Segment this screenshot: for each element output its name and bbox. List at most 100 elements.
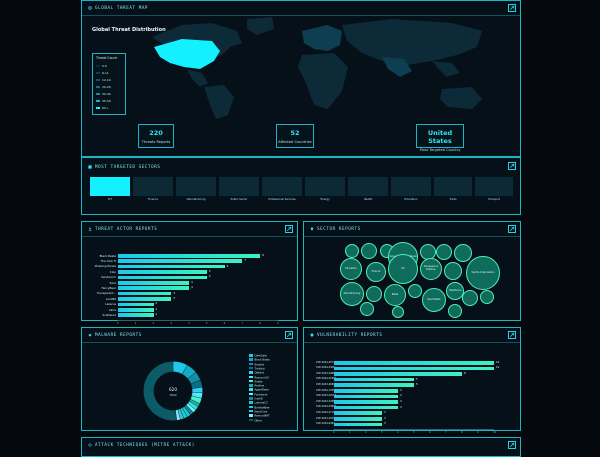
sector-bubble[interactable] bbox=[444, 262, 462, 280]
sector-bubble[interactable] bbox=[480, 290, 494, 304]
expand-malware-button[interactable] bbox=[285, 331, 293, 339]
sector-bubble[interactable] bbox=[448, 304, 462, 318]
sector-label: Professional Services bbox=[268, 198, 296, 201]
legend-item[interactable]: Emotet bbox=[249, 362, 264, 366]
x-tick-label: 7 bbox=[241, 321, 244, 325]
bar[interactable] bbox=[334, 405, 398, 410]
sector-tab-trade[interactable] bbox=[434, 177, 472, 196]
threat-actor-title: THREAT ACTOR REPORTS bbox=[88, 226, 157, 231]
bar-label: CVE-2024-4577 bbox=[316, 360, 335, 364]
bar[interactable] bbox=[334, 383, 414, 387]
bar[interactable] bbox=[334, 366, 494, 371]
legend-item[interactable]: RemcosRAT bbox=[249, 414, 270, 417]
sector-bubble[interactable] bbox=[366, 286, 382, 302]
sector-tab-health[interactable] bbox=[348, 177, 388, 196]
sector-tab-energy[interactable] bbox=[305, 177, 345, 196]
sector-tab-ict[interactable] bbox=[90, 177, 130, 196]
sector-bubble[interactable]: Aerospace & Defense bbox=[420, 258, 442, 280]
sector-tab-finance[interactable] bbox=[133, 177, 173, 196]
bar[interactable] bbox=[334, 389, 398, 393]
legend-label: Redline bbox=[254, 384, 265, 388]
sector-bubble[interactable]: ICT bbox=[388, 254, 418, 284]
bar[interactable] bbox=[118, 270, 207, 274]
legend-item[interactable]: Black Basta bbox=[249, 358, 270, 362]
legend-item[interactable]: LummaC2 bbox=[249, 401, 268, 405]
bar[interactable] bbox=[334, 411, 382, 415]
world-map[interactable] bbox=[142, 17, 512, 121]
sector-bubble[interactable] bbox=[392, 306, 404, 318]
sector-bubble[interactable] bbox=[436, 244, 452, 260]
sector-tab-education[interactable] bbox=[391, 177, 431, 196]
sector-bubble[interactable]: Healthcare bbox=[446, 282, 464, 300]
sector-tab-public-sector[interactable] bbox=[219, 177, 259, 196]
sector-bubble[interactable] bbox=[408, 284, 422, 298]
sector-tab-professional-services[interactable] bbox=[262, 177, 302, 196]
expand-sector-reports-button[interactable] bbox=[508, 225, 516, 233]
legend-item[interactable]: DarkGate bbox=[249, 354, 267, 357]
expand-map-button[interactable] bbox=[508, 4, 516, 12]
legend-item[interactable]: Formbook bbox=[249, 392, 267, 396]
expand-vulnerability-button[interactable] bbox=[508, 331, 516, 339]
bar[interactable] bbox=[334, 394, 398, 399]
bar[interactable] bbox=[118, 302, 154, 307]
sector-bubble[interactable]: Retail bbox=[384, 284, 406, 306]
sector-bubble[interactable]: Real Estate bbox=[422, 288, 446, 312]
malware-donut-chart[interactable] bbox=[136, 354, 210, 428]
shield-icon bbox=[310, 333, 314, 337]
bar[interactable] bbox=[118, 254, 261, 258]
threat-actor-chart: Black Basta 8 The Club Fi 7 Mustang Panda 6 Cl… bbox=[82, 222, 299, 325]
expand-threat-actor-button[interactable] bbox=[285, 225, 293, 233]
sector-tab-manufacturing[interactable] bbox=[176, 177, 216, 196]
sector-bubble[interactable] bbox=[360, 302, 374, 316]
sector-tab-transport[interactable] bbox=[475, 177, 513, 196]
bar[interactable] bbox=[334, 417, 382, 421]
legend-item[interactable]: IcedID bbox=[249, 397, 263, 400]
bar[interactable] bbox=[118, 286, 190, 290]
legend-item[interactable]: Trickbot bbox=[249, 366, 265, 370]
donut-slice[interactable] bbox=[143, 361, 177, 421]
pin-icon bbox=[310, 227, 314, 231]
sector-bubble[interactable] bbox=[454, 244, 472, 262]
malware-panel: MALWARE REPORTS 620 Total DarkGate Black … bbox=[81, 327, 298, 431]
legend-item[interactable]: Other bbox=[249, 418, 262, 422]
sector-bubble[interactable] bbox=[361, 243, 377, 259]
sector-bubble[interactable]: Manufacturing bbox=[340, 282, 364, 306]
sector-bubble[interactable]: Finance bbox=[366, 262, 386, 282]
bar-value: 4 bbox=[400, 405, 402, 409]
bar[interactable] bbox=[334, 422, 382, 427]
bar[interactable] bbox=[118, 313, 154, 317]
legend-swatch bbox=[249, 418, 253, 421]
bar[interactable] bbox=[334, 377, 414, 382]
legend-item: 12-19 bbox=[96, 78, 111, 82]
legend-label: Emotet bbox=[254, 362, 264, 366]
legend-item[interactable]: NanoCore bbox=[249, 409, 267, 413]
legend-swatch bbox=[249, 358, 253, 361]
expand-sectors-button[interactable] bbox=[508, 162, 516, 170]
x-tick-label: 10 bbox=[493, 431, 497, 435]
bar[interactable] bbox=[118, 308, 154, 312]
legend-item[interactable]: BumbleBee bbox=[249, 405, 269, 409]
sector-bubble[interactable]: Sports & Recreation bbox=[466, 256, 500, 290]
expand-attack-button[interactable] bbox=[508, 441, 516, 449]
x-tick-label: 2 bbox=[152, 321, 155, 325]
bar[interactable] bbox=[334, 372, 462, 376]
legend-item[interactable]: Redline bbox=[249, 384, 264, 387]
bar[interactable] bbox=[118, 291, 172, 296]
sector-bubble[interactable]: Education bbox=[340, 258, 362, 280]
sector-bubble[interactable] bbox=[462, 290, 478, 306]
legend-label: AgentTesla bbox=[254, 388, 269, 392]
bar[interactable] bbox=[118, 259, 243, 263]
x-tick-label: 5 bbox=[413, 431, 415, 435]
legend-item[interactable]: RaccoonV2 bbox=[249, 375, 269, 379]
bar[interactable] bbox=[334, 361, 494, 365]
bar[interactable] bbox=[118, 297, 172, 301]
legend-item[interactable]: Qakbot bbox=[249, 371, 264, 374]
bar[interactable] bbox=[118, 281, 190, 285]
legend-item[interactable]: Snake bbox=[249, 379, 262, 383]
bar[interactable] bbox=[118, 275, 207, 280]
bar[interactable] bbox=[334, 400, 398, 404]
x-tick-label: 9 bbox=[277, 321, 279, 325]
sector-bubble[interactable] bbox=[345, 244, 359, 258]
bar[interactable] bbox=[118, 264, 225, 269]
legend-item[interactable]: AgentTesla bbox=[249, 388, 269, 392]
